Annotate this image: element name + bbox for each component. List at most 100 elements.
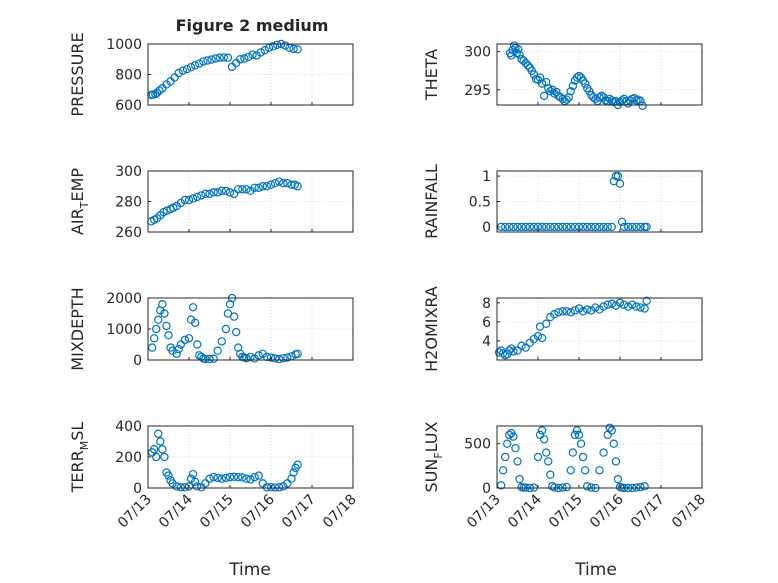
- y-tick-label: 1: [482, 169, 491, 185]
- data-point: [164, 331, 173, 340]
- data-point: [201, 479, 210, 488]
- data-point: [195, 59, 204, 68]
- data-point: [217, 186, 226, 196]
- data-point: [180, 335, 190, 345]
- data-point: [542, 448, 551, 457]
- y-axis-label-main: H2OMIXRA: [422, 286, 441, 372]
- data-point: [566, 466, 576, 475]
- data-point: [501, 222, 510, 232]
- data-point: [275, 483, 284, 492]
- data-point: [162, 206, 172, 215]
- data-point: [209, 354, 218, 363]
- data-point: [591, 303, 600, 312]
- x-axis-label: Time: [228, 560, 271, 580]
- y-tick-label: 300: [115, 164, 142, 180]
- data-point: [583, 482, 592, 491]
- data-point: [172, 482, 181, 491]
- data-point: [272, 40, 282, 49]
- data-point: [279, 353, 288, 363]
- data-point: [628, 300, 637, 309]
- x-axis-label: Time: [574, 560, 617, 580]
- data-point: [246, 475, 255, 484]
- data-point: [537, 79, 547, 88]
- data-point: [578, 452, 588, 462]
- data-point: [221, 473, 231, 483]
- data-point: [619, 222, 629, 232]
- data-point: [566, 222, 576, 232]
- data-point: [215, 53, 224, 62]
- data-point: [558, 222, 567, 232]
- data-point: [591, 222, 600, 232]
- data-point: [574, 71, 584, 81]
- data-point: [509, 432, 518, 441]
- data-point: [636, 222, 645, 232]
- data-point: [275, 177, 284, 186]
- data-point: [217, 474, 226, 483]
- data-point: [201, 189, 210, 199]
- y-axis-label-main: MIXDEPTH: [68, 287, 87, 370]
- x-tick-label: 07/15: [197, 492, 237, 532]
- data-point: [617, 217, 627, 227]
- y-axis-label: TERRMSL: [68, 422, 91, 494]
- data-point: [542, 319, 551, 328]
- data-point: [207, 55, 216, 64]
- data-point: [174, 68, 183, 78]
- y-axis-label-rest: LUX: [422, 421, 441, 452]
- data-point: [256, 48, 265, 57]
- data-point: [613, 171, 623, 181]
- data-point: [638, 101, 647, 110]
- data-point: [550, 222, 559, 232]
- axes-theta: 295 300 THETA: [422, 41, 703, 110]
- data-point: [201, 354, 210, 364]
- data-point: [205, 474, 214, 483]
- data-point: [640, 304, 649, 313]
- data-point: [184, 334, 194, 343]
- axes-frame: [496, 43, 703, 106]
- data-point: [529, 222, 539, 232]
- axes-pressure: 600 800 1000 PRESSURE: [68, 32, 354, 117]
- data-point: [546, 87, 555, 96]
- data-point: [570, 222, 580, 232]
- data-point: [229, 189, 239, 199]
- data-point: [160, 309, 169, 318]
- data-point: [562, 307, 571, 316]
- data-point: [517, 222, 526, 232]
- data-point: [550, 89, 559, 98]
- data-point: [613, 474, 623, 484]
- y-axis-label-subscript: T: [78, 201, 91, 209]
- data-point: [283, 479, 292, 488]
- data-point: [542, 222, 551, 232]
- data-point: [521, 58, 530, 68]
- data-point: [626, 96, 635, 105]
- data-point: [268, 42, 278, 51]
- data-point: [258, 182, 267, 191]
- data-point: [205, 189, 214, 199]
- figure-title: Figure 2 medium: [176, 16, 329, 35]
- y-tick-label: 500: [464, 437, 491, 453]
- data-point: [498, 466, 508, 475]
- data-point: [595, 222, 604, 232]
- data-point: [544, 457, 553, 466]
- data-point: [537, 222, 547, 232]
- data-point: [174, 344, 183, 354]
- data-point: [190, 61, 200, 70]
- data-point: [634, 95, 643, 104]
- data-point: [149, 334, 159, 343]
- data-point: [275, 354, 284, 364]
- data-point: [151, 452, 161, 462]
- data-point: [642, 296, 651, 306]
- y-tick-label: 400: [115, 419, 142, 435]
- data-point: [213, 346, 222, 355]
- data-point: [250, 472, 259, 482]
- y-tick-label: 1000: [106, 37, 142, 53]
- data-point: [597, 91, 606, 101]
- data-point: [595, 466, 604, 475]
- data-point: [190, 318, 200, 327]
- data-point: [583, 305, 592, 314]
- data-point: [611, 457, 621, 466]
- data-point: [154, 315, 163, 324]
- data-point: [221, 324, 231, 334]
- data-point: [190, 477, 200, 486]
- data-point: [523, 61, 532, 70]
